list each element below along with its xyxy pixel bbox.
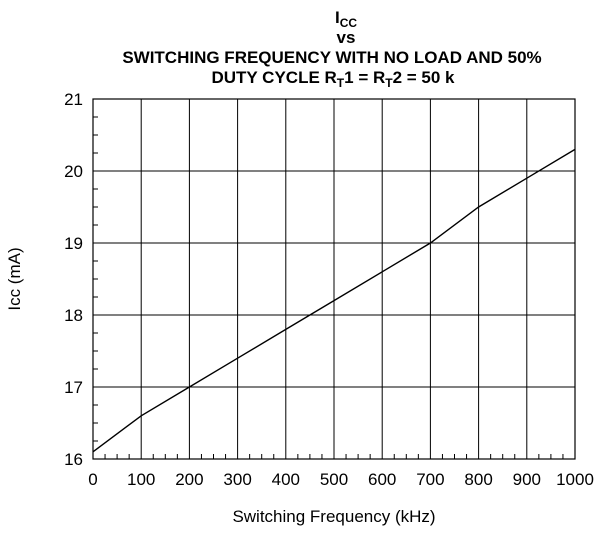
x-tick-label: 500 xyxy=(320,470,348,489)
x-tick-label: 800 xyxy=(464,470,492,489)
y-axis-label: Icc (mA) xyxy=(5,247,24,310)
series-layer xyxy=(92,148,576,453)
y-tick-label: 21 xyxy=(64,90,83,109)
x-tick-label: 700 xyxy=(416,470,444,489)
x-tick-label: 200 xyxy=(175,470,203,489)
series-line xyxy=(92,148,576,453)
minor-ticks xyxy=(93,116,564,459)
x-tick-label: 1000 xyxy=(556,470,594,489)
x-axis-label: Switching Frequency (kHz) xyxy=(232,507,435,526)
grid xyxy=(93,99,575,459)
y-tick-labels: 16 17 18 19 20 21 xyxy=(64,90,83,469)
y-tick-label: 19 xyxy=(64,234,83,253)
y-tick-label: 17 xyxy=(64,378,83,397)
x-tick-label: 300 xyxy=(223,470,251,489)
x-tick-label: 0 xyxy=(88,470,97,489)
title-line-2: vs xyxy=(337,28,356,47)
x-tick-label: 400 xyxy=(272,470,300,489)
title-line-4: DUTY CYCLE RT1 = RT2 = 50 k xyxy=(211,68,455,90)
x-tick-label: 600 xyxy=(368,470,396,489)
x-tick-label: 900 xyxy=(513,470,541,489)
y-tick-label: 20 xyxy=(64,162,83,181)
chart-title: ICC vs SWITCHING FREQUENCY WITH NO LOAD … xyxy=(122,8,541,90)
x-tick-labels: 0 100 200 300 400 500 600 700 800 900 1000 xyxy=(88,470,594,489)
x-tick-label: 100 xyxy=(127,470,155,489)
title-line-3: SWITCHING FREQUENCY WITH NO LOAD AND 50% xyxy=(122,48,541,67)
y-tick-label: 16 xyxy=(64,450,83,469)
y-tick-label: 18 xyxy=(64,306,83,325)
title-line-1: ICC xyxy=(335,8,357,30)
plot-area-frame xyxy=(92,98,576,460)
